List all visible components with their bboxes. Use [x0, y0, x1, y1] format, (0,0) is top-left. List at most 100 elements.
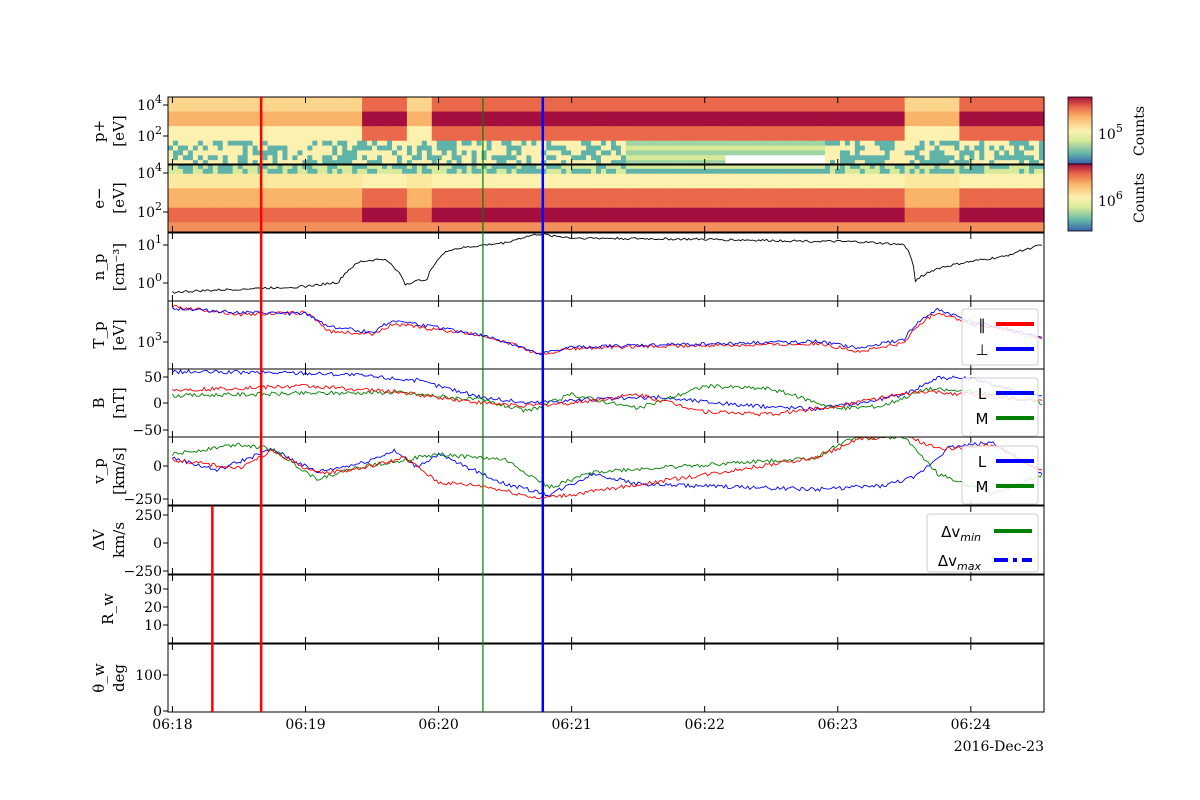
spectrogram-cell	[720, 155, 727, 161]
spectrogram-cell	[834, 198, 841, 204]
spectrogram-cell	[596, 140, 602, 147]
spectrogram-cell	[466, 140, 473, 147]
spectrogram-cell	[197, 101, 204, 108]
spectrogram-cell	[994, 173, 1000, 180]
spectrogram-cell	[267, 193, 274, 199]
spectrogram-cell	[416, 198, 423, 204]
spectrogram-cell	[292, 217, 299, 223]
spectrogram-cell	[625, 168, 632, 175]
spectrogram-cell	[1034, 126, 1040, 132]
spectrogram-cell	[929, 121, 936, 127]
spectrogram-cell	[800, 97, 806, 103]
spectrogram-cell	[750, 193, 756, 199]
spectrogram-cell	[436, 178, 443, 185]
spectrogram-cell	[277, 97, 284, 103]
spectrogram-cell	[476, 178, 483, 185]
spectrogram-cell	[566, 193, 572, 199]
spectrogram-cell	[944, 183, 951, 189]
spectrogram-cell	[541, 140, 547, 147]
spectrogram-cell	[297, 212, 303, 219]
spectrogram-cell	[546, 155, 552, 161]
spectrogram-cell	[745, 168, 751, 175]
spectrogram-cell	[352, 106, 358, 113]
spectrogram-cell	[810, 168, 816, 175]
spectrogram-cell	[561, 202, 567, 209]
spectrogram-cell	[466, 178, 473, 185]
spectrogram-cell	[352, 193, 358, 199]
spectrogram-cell	[322, 150, 328, 156]
spectrogram-cell	[307, 135, 313, 142]
spectrogram-cell	[844, 212, 851, 219]
spectrogram-cell	[989, 121, 995, 127]
spectrogram-cell	[337, 188, 343, 194]
spectrogram-cell	[586, 183, 592, 189]
spectrogram-cell	[944, 178, 951, 185]
spectrogram-cell	[501, 140, 508, 147]
spectrogram-cell	[486, 188, 493, 194]
spectrogram-cell	[372, 97, 378, 103]
spectrogram-cell	[770, 150, 776, 156]
spectrogram-cell	[242, 101, 249, 108]
spectrogram-cell	[730, 140, 737, 147]
spectrogram-cell	[670, 227, 677, 233]
spectrogram-cell	[212, 183, 219, 189]
spectrogram-cell	[601, 207, 607, 214]
spectrogram-cell	[481, 135, 488, 142]
spectrogram-cell	[655, 202, 662, 209]
spectrogram-cell	[864, 150, 871, 156]
spectrogram-cell	[396, 227, 403, 233]
spectrogram-cell	[227, 178, 234, 185]
spectrogram-cell	[252, 160, 259, 166]
spectrogram-cell	[710, 160, 717, 166]
spectrogram-cell	[844, 140, 851, 147]
spectrogram-cell	[984, 212, 990, 219]
spectrogram-cell	[1039, 207, 1045, 214]
spectrogram-cell	[471, 106, 478, 113]
spectrogram-cell	[949, 164, 956, 170]
spectrogram-cell	[242, 164, 249, 170]
spectrogram-cell	[531, 121, 537, 127]
spectrogram-cell	[401, 207, 408, 214]
spectrogram-cell	[382, 164, 388, 170]
spectrogram-cell	[735, 126, 741, 132]
spectrogram-cell	[362, 135, 368, 142]
spectrogram-cell	[372, 212, 378, 219]
spectrogram-cell	[720, 145, 727, 152]
spectrogram-cell	[506, 145, 513, 152]
spectrogram-cell	[207, 217, 214, 223]
spectrogram-cell	[401, 202, 408, 209]
spectrogram-cell	[640, 222, 647, 228]
spectrogram-cell	[899, 222, 906, 228]
spectrogram-cell	[501, 227, 508, 233]
spectrogram-cell	[825, 217, 831, 223]
spectrogram-cell	[1024, 183, 1030, 189]
spectrogram-cell	[372, 193, 378, 199]
spectrogram-cell	[357, 101, 363, 108]
spectrogram-cell	[825, 106, 831, 113]
spectrogram-cell	[382, 198, 388, 204]
spectrogram-cell	[929, 178, 936, 185]
spectrogram-cell	[670, 155, 677, 161]
spectrogram-cell	[1029, 101, 1035, 108]
spectrogram-cell	[496, 164, 503, 170]
spectrogram-cell	[202, 126, 209, 132]
spectrogram-cell	[829, 212, 836, 219]
spectrogram-cell	[406, 227, 413, 233]
spectrogram-cell	[227, 131, 234, 137]
spectrogram-cell	[377, 178, 383, 185]
spectrogram-cell	[1019, 160, 1025, 166]
spectrogram-cell	[675, 140, 682, 147]
spectrogram-cell	[1014, 121, 1020, 127]
spectrogram-cell	[820, 121, 826, 127]
spectrogram-cell	[710, 111, 717, 118]
spectrogram-cell	[825, 155, 831, 161]
spectrogram-cell	[889, 101, 896, 108]
spectrogram-cell	[556, 193, 562, 199]
spectrogram-cell	[645, 217, 652, 223]
spectrogram-cell	[426, 106, 433, 113]
spectrogram-cell	[382, 168, 388, 175]
spectrogram-cell	[710, 135, 717, 142]
spectrogram-cell	[894, 168, 901, 175]
spectrogram-cell	[785, 135, 791, 142]
spectrogram-cell	[775, 106, 781, 113]
